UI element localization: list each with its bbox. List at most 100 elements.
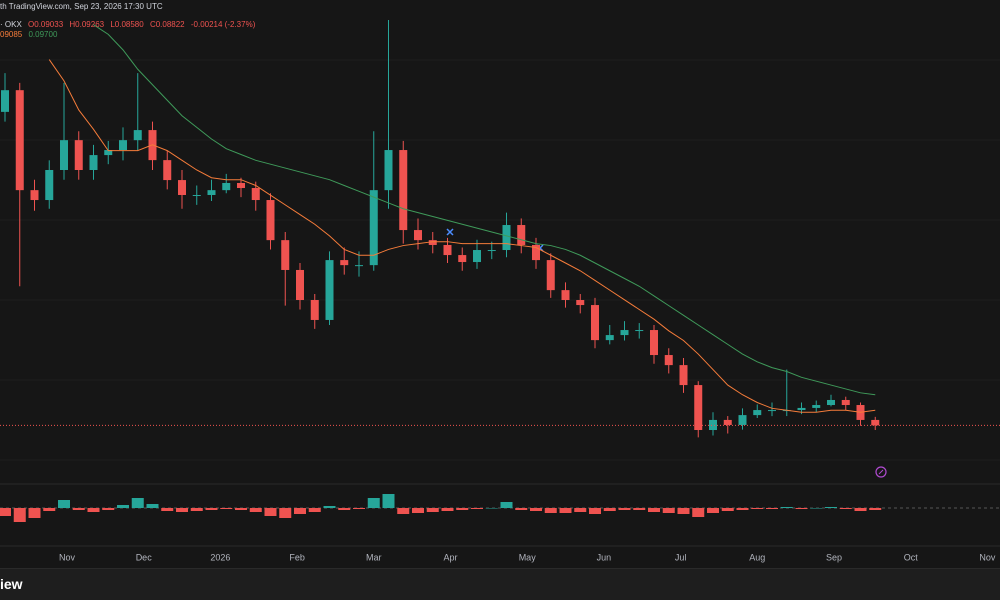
- x-tick-label: May: [519, 552, 537, 562]
- indicator-bar: [205, 508, 218, 510]
- candle-body: [399, 150, 408, 231]
- ohlc-low: L0.08580: [110, 20, 144, 29]
- candle-body: [723, 419, 732, 425]
- candle-body: [266, 200, 275, 241]
- indicator-bar: [294, 508, 306, 514]
- indicator-bar: [456, 508, 469, 510]
- candle-body: [1, 90, 9, 112]
- indicator-bar: [471, 508, 483, 509]
- ohlc-open: O0.09033: [28, 20, 64, 29]
- indicator-bar: [544, 508, 557, 513]
- ohlc-high: H0.09263: [69, 20, 105, 29]
- candle-body: [546, 260, 555, 291]
- candle-body: [487, 250, 496, 252]
- indicator-bar: [839, 508, 852, 509]
- x-tick-label: Mar: [366, 552, 382, 562]
- candle-body: [797, 407, 806, 411]
- indicator-bar: [323, 506, 336, 508]
- candle-body: [355, 265, 363, 267]
- candle-body: [104, 150, 113, 156]
- indicator-bar: [721, 508, 734, 511]
- candle-body: [237, 182, 245, 189]
- indicator-bar: [279, 508, 292, 518]
- candle-body: [650, 330, 658, 356]
- candle-body: [163, 160, 172, 181]
- indicator-bar: [441, 508, 454, 511]
- indicator-bar: [677, 508, 690, 514]
- indicator-bar: [102, 508, 115, 510]
- indicator-bar: [58, 500, 70, 508]
- candle-body: [384, 150, 393, 191]
- indicator-bar: [795, 508, 808, 509]
- indicator-bar: [618, 508, 631, 510]
- candle-body: [812, 405, 821, 408]
- chart: Nov Dec 2026 Feb Mar Apr May Jun Jul Aug Sep Oct Nov: [0, 20, 1000, 562]
- candle-body: [738, 415, 747, 425]
- x-tick-label: Aug: [749, 552, 765, 562]
- candle-body: [576, 300, 585, 306]
- candle-body: [605, 335, 614, 341]
- indicator-bar: [131, 498, 144, 508]
- candle-body: [296, 269, 304, 301]
- brand: iew: [0, 576, 23, 592]
- indicator-bar: [485, 508, 498, 509]
- header-line-3: 09085 0.09700: [0, 30, 61, 39]
- candle-body: [222, 182, 231, 191]
- moving-average-line: [48, 59, 876, 413]
- indicator-bar: [559, 508, 572, 513]
- x-tick-label: Nov: [59, 552, 76, 562]
- indicator-bar: [264, 508, 277, 516]
- x-tick-label: Dec: [136, 552, 153, 562]
- indicator-bar: [707, 508, 719, 513]
- x-tick-label: Jul: [675, 552, 687, 562]
- indicator-bar: [235, 508, 247, 510]
- candle-body: [325, 260, 334, 320]
- x-tick-label: Nov: [979, 552, 996, 562]
- candle-body: [192, 194, 201, 196]
- candle-body: [664, 355, 673, 366]
- candle-body: [517, 225, 526, 245]
- indicator-bar: [72, 508, 85, 510]
- candle-body: [871, 419, 880, 426]
- indicator-bar: [825, 507, 837, 508]
- indicator-bar: [161, 508, 174, 511]
- candle-body: [178, 180, 186, 195]
- alert-icon[interactable]: [875, 466, 887, 478]
- candle-body: [340, 260, 349, 266]
- indicator-bar: [530, 508, 542, 511]
- candle-body: [458, 255, 467, 263]
- candle-body: [841, 399, 850, 406]
- indicator-bar: [662, 508, 675, 513]
- candle-body: [45, 170, 54, 201]
- indicator-bar: [308, 508, 321, 512]
- indicator-bar: [190, 508, 203, 511]
- candle-body: [709, 419, 717, 431]
- candle-body: [620, 330, 629, 336]
- ma-value: 0.09700: [28, 30, 58, 39]
- indicator-bar: [751, 508, 764, 509]
- moving-average-line: [93, 24, 876, 396]
- candle-body: [443, 244, 452, 256]
- indicator-bar: [574, 508, 587, 512]
- indicator-bar: [382, 494, 395, 508]
- x-tick-label: Jun: [597, 552, 612, 562]
- indicator-bar: [397, 508, 410, 514]
- source: th TradingView.com, Sep 23, 2026 17:30 U…: [0, 2, 163, 11]
- alert-icon-glyph: [878, 469, 884, 475]
- indicator-bar: [736, 508, 749, 510]
- indicator-bar: [412, 508, 424, 513]
- candle-body: [369, 190, 378, 266]
- candle-body: [30, 190, 39, 201]
- candle-body: [561, 290, 570, 301]
- x-tick-label: Feb: [289, 552, 305, 562]
- candle-body: [310, 300, 319, 320]
- indicator-bar: [249, 508, 262, 512]
- candle-body: [207, 190, 216, 195]
- indicator-bar: [854, 508, 867, 511]
- ohlc-change: -0.00214 (-2.37%): [190, 20, 256, 29]
- indicator-bar: [13, 508, 26, 522]
- candle-body: [694, 385, 703, 431]
- candle-body: [768, 410, 776, 412]
- indicator-bar: [43, 508, 56, 511]
